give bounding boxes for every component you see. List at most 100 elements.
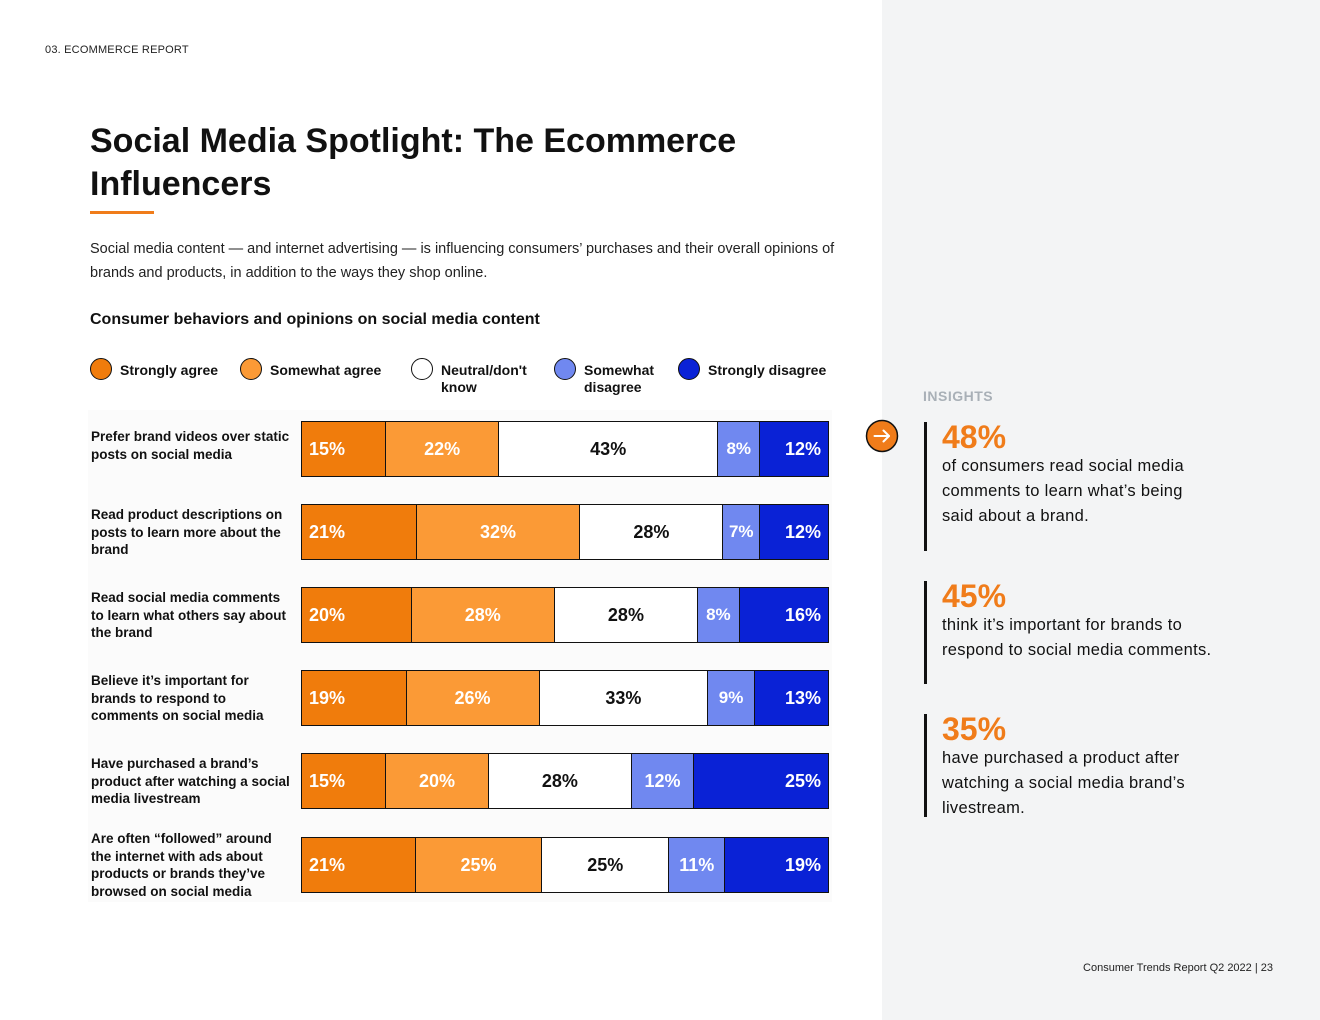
data-label: 22% [424,438,461,459]
data-label: 21% [309,854,346,875]
bar-segment-strongly-disagree: 19% [724,838,829,892]
data-label: 8% [726,439,752,458]
legend-swatch-somewhat-disagree [554,358,576,380]
legend-swatch-neutral [411,358,433,380]
insight-text: of consumers read social media comments … [942,457,1184,525]
page-title: Social Media Spotlight: The Ecommerce In… [90,122,737,203]
bar-segment-somewhat-agree: 20% [385,754,488,808]
page-footer: Consumer Trends Report Q2 2022 | 23 [1083,962,1273,974]
insight-text: think it’s important for brands to respo… [942,616,1212,659]
arrow-right-icon [865,419,899,453]
legend-swatch-strongly-agree [90,358,112,380]
legend-swatch-somewhat-agree [240,358,262,380]
legend-label: Strongly disagree [708,362,827,378]
data-label: 15% [309,770,346,791]
data-label: 8% [706,605,731,624]
bar-segment-somewhat-agree: 26% [405,671,539,725]
data-label: 20% [418,770,456,791]
data-label: 11% [679,854,715,875]
data-label: 25% [784,770,821,791]
data-label: 21% [309,521,346,542]
chart-area [88,410,832,902]
legend-item-somewhat-disagree: Somewhat disagree [554,358,668,396]
bar-segment-strongly-agree: 19% [302,671,406,725]
insight-card: 48% of consumers read social media comme… [924,419,1214,551]
bar-segment-strongly-disagree: 16% [738,588,828,642]
data-label: 43% [590,438,627,459]
data-label: 9% [718,688,744,707]
insight-stat: 45% [942,578,1007,614]
data-label: 32% [479,521,516,542]
title-underline [90,211,154,214]
bar-segment-somewhat-agree: 28% [410,588,554,642]
data-label: 25% [587,854,624,875]
data-label: 25% [460,854,497,875]
data-label: 15% [309,438,346,459]
data-label: 12% [784,521,821,542]
bar-segment-neutral: 43% [497,422,718,476]
data-label: 16% [784,604,821,625]
chart-title: Consumer behaviors and opinions on socia… [90,311,540,328]
bar-segment-somewhat-agree: 25% [414,838,542,892]
legend-item-strongly-agree: Strongly agree [90,358,230,380]
legend-label: Somewhat agree [270,362,382,378]
bar-segment-somewhat-disagree: 8% [717,422,760,476]
bar-segment-neutral: 33% [538,671,708,725]
row-label: Prefer brand videos over static posts on… [91,429,290,462]
insight-stat: 35% [942,711,1007,747]
row-label: Read product descriptions on posts to le… [91,507,283,557]
section-label: 03. ECOMMERCE REPORT [45,44,189,56]
stacked-bar: 19% 26% 33% 9% 13% [301,670,829,726]
legend-swatch-strongly-disagree [678,358,700,380]
insights-sidebar [882,0,1320,1020]
stacked-bar: 15% 22% 43% 8% 12% [301,421,829,477]
insight-text: have purchased a product after watching … [942,749,1185,817]
insights-label: INSIGHTS [923,388,994,404]
bar-segment-strongly-disagree: 12% [759,422,828,476]
insight-card: 45% think it’s important for brands to r… [924,578,1214,684]
data-label: 28% [541,770,578,791]
data-label: 19% [784,854,822,875]
row-label: Read social media comments to learn what… [91,590,287,640]
insight-stat: 48% [942,419,1007,455]
bar-segment-strongly-agree: 15% [302,422,386,476]
legend-label: Somewhat disagree [584,362,655,395]
row-label: Are often “followed” around the internet… [91,831,272,899]
bar-segment-somewhat-disagree: 12% [631,754,693,808]
bar-segment-neutral: 28% [579,505,723,559]
bar-segment-strongly-disagree: 12% [759,505,828,559]
bar-segment-strongly-agree: 21% [302,838,415,892]
legend-item-neutral: Neutral/don't know [411,358,541,396]
stacked-bar: 21% 32% 28% 7% 12% [301,504,829,560]
bar-segment-neutral: 25% [541,838,669,892]
bar-segment-strongly-disagree: 13% [753,671,828,725]
stacked-bar: 15% 20% 28% 12% 25% [301,753,829,809]
data-label: 33% [605,687,642,708]
bar-segment-somewhat-disagree: 7% [722,505,760,559]
data-label: 28% [464,604,501,625]
data-label: 7% [728,522,754,541]
bar-segment-somewhat-disagree: 9% [707,671,754,725]
bar-segment-strongly-disagree: 25% [692,754,828,808]
legend-label: Neutral/don't know [441,362,527,395]
stacked-bar: 20% 28% 28% 8% 16% [301,587,829,643]
legend-label: Strongly agree [120,362,219,378]
bar-segment-somewhat-agree: 32% [415,505,580,559]
bar-segment-strongly-agree: 15% [302,754,386,808]
bar-segment-somewhat-disagree: 8% [697,588,739,642]
data-label: 26% [454,687,491,708]
chart-legend: Strongly agree Somewhat agree Neutral/do… [90,358,850,398]
data-label: 13% [784,687,821,708]
bar-segment-strongly-agree: 21% [302,505,416,559]
data-label: 28% [633,521,670,542]
legend-item-somewhat-agree: Somewhat agree [240,358,400,380]
data-label: 12% [644,770,681,791]
data-label: 19% [309,687,346,708]
stacked-bar: 21% 25% 25% 11% 19% [301,837,829,893]
data-label: 12% [784,438,821,459]
row-label: Believe it’s important for brands to res… [91,673,264,723]
insight-card: 35% have purchased a product after watch… [924,711,1214,817]
bar-segment-neutral: 28% [553,588,698,642]
bar-segment-strongly-agree: 20% [302,588,411,642]
bar-segment-somewhat-disagree: 11% [668,838,725,892]
